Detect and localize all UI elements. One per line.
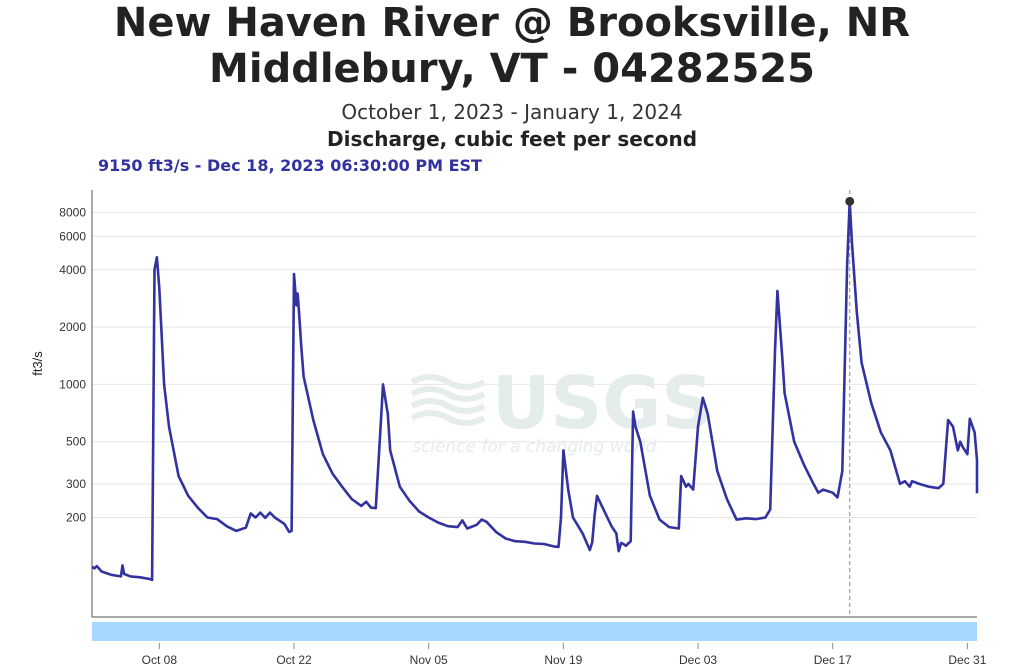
y-tick-label: 6000 — [59, 229, 86, 243]
x-tick-label: Nov 05 — [410, 653, 448, 667]
y-axis-tick-labels: 200 300 500 1000 2000 4000 6000 8000 — [59, 205, 86, 524]
y-tick-label: 4000 — [59, 263, 86, 277]
y-tick-label: 300 — [66, 477, 86, 491]
x-tick-label: Nov 19 — [544, 653, 582, 667]
hover-tooltip: 9150 ft3/s - Dec 18, 2023 06:30:00 PM ES… — [98, 156, 482, 175]
x-tick-label: Oct 22 — [276, 653, 312, 667]
chart-title-line-2: Middlebury, VT - 04282525 — [209, 46, 815, 92]
y-tick-label: 8000 — [59, 205, 86, 219]
y-tick-label: 1000 — [59, 377, 86, 391]
usgs-tagline: science for a changing world — [412, 437, 657, 457]
x-tick-label: Dec 17 — [814, 653, 852, 667]
y-axis-label: ft3/s — [30, 351, 45, 376]
chart-title-line-1: New Haven River @ Brooksville, NR — [113, 0, 911, 46]
hover-point-marker — [845, 196, 855, 206]
y-tick-label: 500 — [66, 435, 86, 449]
discharge-series-line[interactable] — [91, 200, 979, 582]
usgs-wave-mark — [410, 386, 486, 402]
x-tick-label: Dec 03 — [679, 653, 717, 667]
grid-lines — [92, 211, 977, 518]
x-tick-label: Dec 31 — [948, 653, 986, 667]
x-tick-label: Oct 08 — [142, 653, 178, 667]
x-axis-tick-labels: Oct 08 Oct 22 Nov 05 Nov 19 Dec 03 Dec 17 Dec … — [142, 643, 987, 667]
date-range-subtitle: October 1, 2023 - January 1, 2024 — [341, 100, 683, 124]
time-navigator-bar[interactable] — [92, 622, 977, 641]
y-tick-label: 2000 — [59, 320, 86, 334]
usgs-wave-mark — [410, 374, 486, 390]
y-tick-label: 200 — [66, 510, 86, 524]
usgs-wave-mark — [410, 398, 486, 414]
chart-title: New Haven River @ Brooksville, NR Middle… — [0, 0, 1024, 92]
parameter-subtitle: Discharge, cubic feet per second — [326, 127, 698, 151]
usgs-logo-text: USGS — [492, 361, 713, 445]
usgs-wave-mark — [410, 410, 486, 426]
